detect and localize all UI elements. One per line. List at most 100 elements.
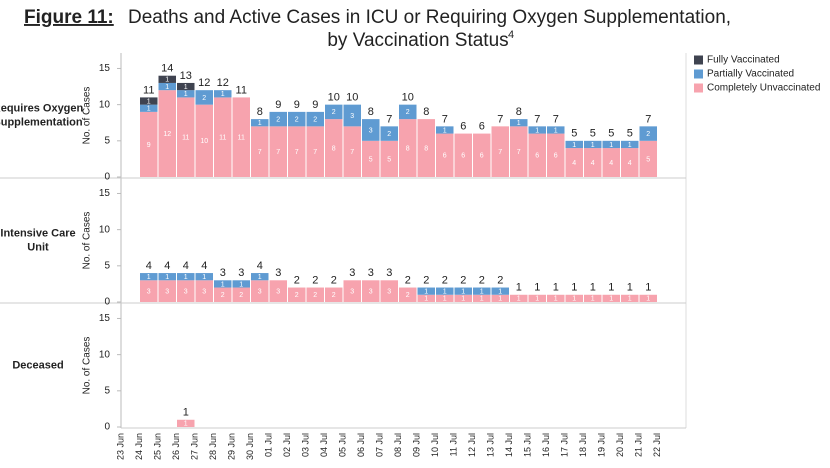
- segment-label: 3: [202, 288, 206, 295]
- total-label: 1: [183, 407, 189, 419]
- segment-label: 1: [498, 296, 502, 303]
- figure-label: Figure 11:: [24, 7, 114, 28]
- x-tick-label: 12 Jul: [467, 433, 477, 457]
- y-tick-label: 5: [104, 135, 110, 146]
- total-label: 12: [217, 77, 229, 89]
- segment-label: 2: [332, 109, 336, 116]
- row-label: Intensive Care: [0, 227, 75, 239]
- total-label: 2: [479, 274, 485, 286]
- legend-swatch: [694, 69, 703, 79]
- y-axis-label: No. of Cases: [82, 212, 93, 270]
- segment-label: 7: [517, 149, 521, 156]
- bar-segment: [565, 148, 583, 177]
- bar-segment: [362, 280, 380, 302]
- segment-label: 1: [239, 281, 243, 288]
- bar-segment: [214, 280, 232, 288]
- segment-label: 6: [480, 153, 484, 160]
- total-label: 11: [143, 84, 154, 96]
- total-label: 7: [645, 113, 651, 125]
- segment-label: 3: [387, 288, 391, 295]
- bar-segment: [454, 294, 472, 302]
- x-tick-label: 28 Jun: [208, 433, 218, 460]
- bar-segment: [288, 287, 306, 302]
- bar-segment: [510, 119, 528, 127]
- segment-label: 2: [332, 292, 336, 299]
- x-tick-label: 07 Jul: [375, 433, 385, 457]
- segment-label: 4: [609, 160, 613, 167]
- total-label: 8: [423, 106, 429, 118]
- bar-segment: [232, 97, 250, 177]
- segment-label: 3: [276, 288, 280, 295]
- total-label: 2: [405, 274, 411, 286]
- total-label: 4: [183, 260, 189, 272]
- segment-label: 7: [276, 149, 280, 156]
- bar-segment: [528, 133, 546, 177]
- segment-label: 1: [461, 296, 465, 303]
- segment-label: 2: [387, 131, 391, 138]
- bar-segment: [251, 126, 269, 177]
- segment-label: 2: [295, 292, 299, 299]
- segment-label: 11: [182, 135, 189, 142]
- x-tick-label: 14 Jul: [504, 433, 514, 457]
- bar-segment: [584, 294, 602, 302]
- bar-segment: [417, 119, 435, 177]
- segment-label: 1: [184, 274, 188, 281]
- bar-segment: [251, 119, 269, 127]
- y-tick-label: 0: [104, 422, 110, 433]
- segment-label: 5: [369, 156, 373, 163]
- segment-label: 1: [461, 288, 465, 295]
- bar-segment: [547, 126, 565, 134]
- x-tick-label: 09 Jul: [412, 433, 422, 457]
- bar-segment: [491, 126, 509, 177]
- total-label: 10: [402, 92, 414, 104]
- total-label: 2: [331, 274, 337, 286]
- total-label: 7: [553, 113, 559, 125]
- segment-label: 1: [221, 281, 225, 288]
- segment-label: 2: [313, 292, 317, 299]
- y-tick-label: 0: [104, 172, 110, 183]
- segment-label: 1: [147, 98, 151, 105]
- bar-segment: [528, 294, 546, 302]
- bar-segment: [584, 148, 602, 177]
- bar-segment: [436, 287, 454, 295]
- x-tick-label: 08 Jul: [393, 433, 403, 457]
- bar-segment: [417, 287, 435, 295]
- segment-label: 4: [572, 160, 576, 167]
- legend-label: Fully Vaccinated: [707, 55, 780, 66]
- bar-segment: [380, 280, 398, 302]
- segment-label: 1: [609, 296, 613, 303]
- total-label: 5: [627, 128, 633, 140]
- bar-segment: [436, 133, 454, 177]
- bar-segment: [140, 104, 158, 112]
- bar-segment: [158, 82, 176, 91]
- x-tick-label: 23 Jun: [116, 433, 126, 460]
- total-label: 9: [275, 99, 281, 111]
- total-label: 14: [161, 63, 173, 75]
- total-label: 8: [257, 106, 263, 118]
- y-tick-label: 10: [99, 349, 111, 360]
- segment-label: 1: [258, 274, 262, 281]
- total-label: 4: [257, 260, 263, 272]
- segment-label: 1: [443, 288, 447, 295]
- segment-label: 1: [535, 296, 539, 303]
- legend-label: Completely Unvaccinated: [707, 83, 820, 94]
- segment-label: 3: [184, 288, 188, 295]
- total-label: 7: [497, 113, 503, 125]
- bar-segment: [584, 140, 602, 149]
- x-tick-label: 11 Jul: [449, 433, 459, 456]
- footnote-ref: 4: [508, 29, 514, 41]
- bar-segment: [473, 294, 491, 302]
- bar-segment: [177, 97, 195, 177]
- segment-label: 2: [202, 95, 206, 102]
- segment-label: 4: [591, 160, 595, 167]
- segment-label: 1: [554, 127, 558, 134]
- x-tick-label: 16 Jul: [541, 433, 551, 457]
- bar-segment: [140, 111, 158, 177]
- total-label: 1: [590, 282, 596, 294]
- segment-label: 1: [591, 142, 595, 149]
- total-label: 1: [571, 282, 577, 294]
- segment-label: 11: [238, 135, 245, 142]
- segment-label: 1: [184, 91, 188, 98]
- segment-label: 9: [147, 142, 151, 149]
- segment-label: 6: [554, 153, 558, 160]
